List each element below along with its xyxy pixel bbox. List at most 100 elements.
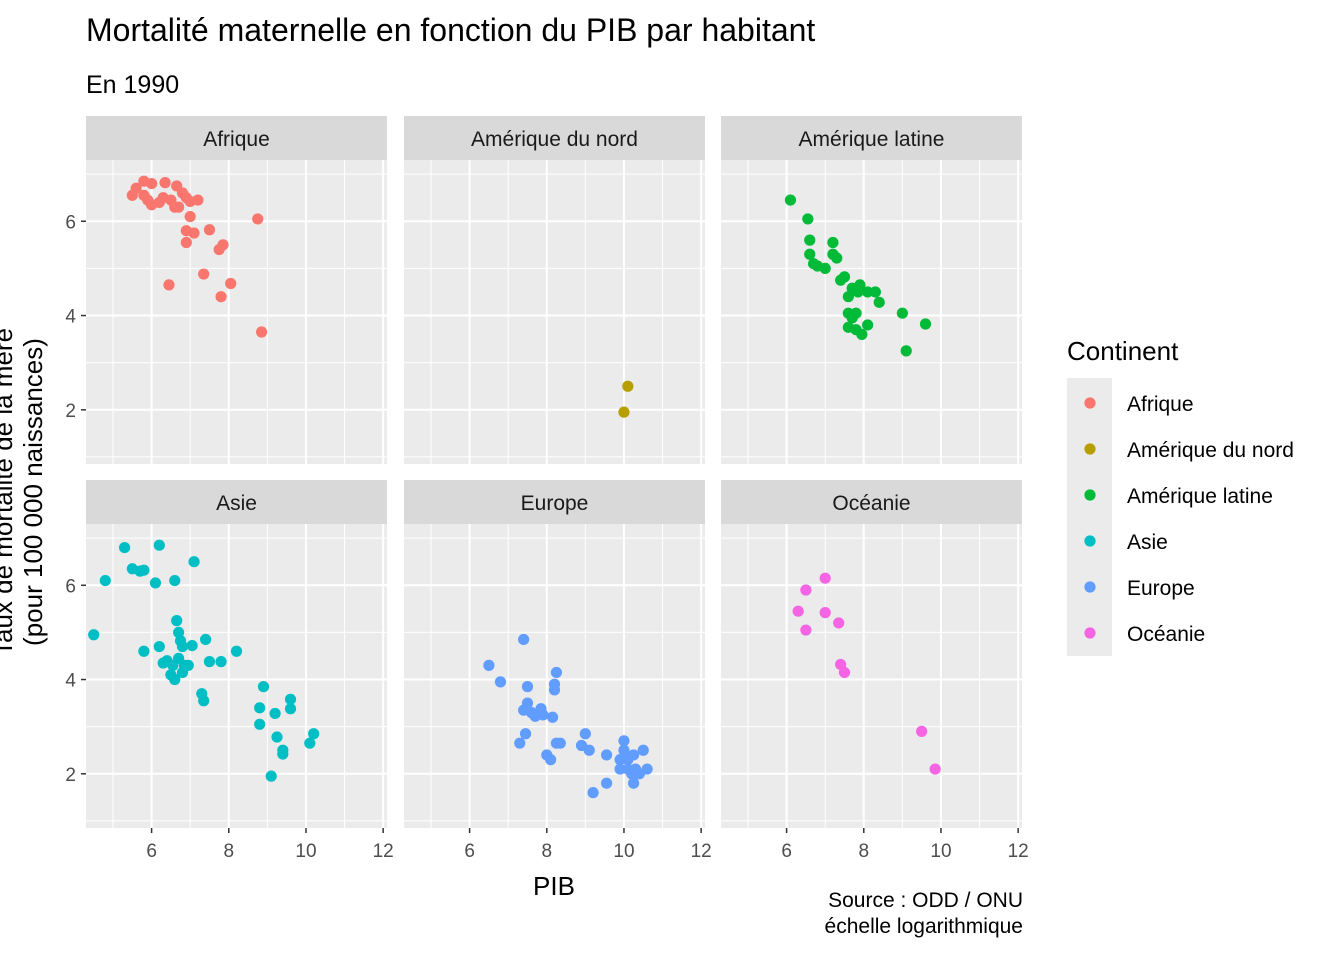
data-point bbox=[862, 319, 874, 331]
legend: Continent Afrique Amérique du nord Amériqu… bbox=[1067, 336, 1294, 656]
data-point bbox=[176, 640, 189, 653]
x-tick-label: 8 bbox=[858, 841, 869, 862]
data-point bbox=[169, 673, 181, 686]
legend-item: Océanie bbox=[1084, 623, 1205, 646]
data-point bbox=[850, 307, 862, 319]
data-point bbox=[838, 271, 851, 283]
data-point bbox=[873, 296, 885, 308]
data-point bbox=[833, 617, 845, 629]
data-point bbox=[521, 681, 534, 693]
chart-subtitle: En 1990 bbox=[86, 71, 179, 99]
data-point bbox=[252, 213, 264, 225]
data-point bbox=[800, 624, 812, 636]
data-point bbox=[88, 629, 100, 641]
data-point bbox=[265, 770, 277, 782]
panel-background bbox=[721, 524, 1022, 828]
data-point bbox=[800, 584, 812, 596]
data-point bbox=[230, 645, 243, 657]
facet-strip bbox=[721, 116, 1022, 160]
facet-strip-label: Océanie bbox=[832, 492, 910, 515]
x-axis-title: PIB bbox=[533, 871, 575, 901]
data-point bbox=[171, 615, 183, 627]
data-point bbox=[519, 728, 532, 740]
data-point bbox=[159, 177, 171, 189]
data-point bbox=[217, 239, 229, 251]
data-point bbox=[869, 286, 881, 298]
data-point bbox=[180, 236, 192, 249]
data-point bbox=[628, 749, 640, 761]
data-point bbox=[188, 556, 200, 568]
data-point bbox=[637, 744, 649, 756]
data-point bbox=[198, 695, 210, 707]
data-point bbox=[641, 763, 653, 775]
panel-background bbox=[86, 160, 387, 464]
legend-key bbox=[1084, 535, 1096, 547]
legend-item: Afrique bbox=[1084, 393, 1194, 416]
y-tick-label: 2 bbox=[65, 401, 76, 422]
data-point bbox=[579, 728, 591, 740]
x-tick-label: 6 bbox=[464, 841, 475, 862]
data-point bbox=[494, 676, 507, 688]
legend-title: Continent bbox=[1067, 336, 1179, 366]
chart-title: Mortalité maternelle en fonction du PIB … bbox=[86, 12, 815, 48]
legend-key bbox=[1084, 489, 1096, 501]
data-point bbox=[628, 777, 640, 789]
data-point bbox=[831, 252, 843, 264]
data-point bbox=[618, 406, 630, 418]
facet-strip-label: Amérique latine bbox=[799, 128, 945, 151]
data-point bbox=[802, 213, 814, 225]
legend-item: Europe bbox=[1084, 577, 1195, 600]
data-point bbox=[277, 748, 289, 760]
x-tick-label: 10 bbox=[930, 841, 951, 862]
data-point bbox=[203, 656, 216, 668]
data-point bbox=[163, 279, 175, 291]
data-point bbox=[254, 718, 266, 730]
y-tick-label: 2 bbox=[65, 765, 76, 786]
legend-label: Afrique bbox=[1127, 393, 1194, 416]
data-point bbox=[827, 236, 839, 249]
legend-key bbox=[1084, 627, 1096, 639]
data-point bbox=[255, 326, 268, 338]
x-tick-label: 12 bbox=[373, 841, 394, 862]
data-point bbox=[254, 702, 266, 714]
data-point bbox=[550, 666, 563, 679]
data-point bbox=[99, 574, 111, 587]
x-tick-label: 6 bbox=[146, 841, 157, 862]
y-tick-label: 6 bbox=[65, 576, 76, 597]
y-tick-label: 4 bbox=[65, 671, 76, 692]
facet-europe: Europe 6 8 10 12 bbox=[404, 480, 712, 862]
data-point bbox=[138, 645, 150, 657]
data-point bbox=[896, 307, 908, 319]
data-point bbox=[919, 318, 932, 330]
data-point bbox=[554, 737, 566, 749]
data-point bbox=[308, 728, 320, 740]
data-point bbox=[804, 234, 816, 246]
data-point bbox=[215, 291, 227, 303]
y-axis-title-line1: Taux de mortalité de la mère bbox=[0, 328, 18, 656]
data-point bbox=[600, 777, 613, 789]
facet-strip bbox=[404, 480, 705, 524]
data-point bbox=[169, 574, 181, 587]
data-point bbox=[587, 787, 599, 799]
data-point bbox=[862, 286, 874, 298]
facet-strip bbox=[86, 116, 387, 160]
data-point bbox=[618, 744, 630, 756]
data-point bbox=[545, 754, 557, 766]
data-point bbox=[537, 709, 549, 721]
data-point bbox=[622, 380, 634, 392]
x-tick-label: 12 bbox=[1008, 841, 1029, 862]
data-point bbox=[852, 286, 864, 298]
data-point bbox=[548, 684, 561, 696]
data-point bbox=[583, 744, 595, 756]
y-tick-label: 4 bbox=[65, 307, 76, 328]
data-point bbox=[149, 577, 162, 589]
data-point bbox=[618, 735, 630, 747]
data-point bbox=[483, 659, 495, 671]
data-point bbox=[546, 711, 559, 723]
data-point bbox=[792, 605, 804, 617]
x-tick-label: 10 bbox=[613, 841, 634, 862]
data-point bbox=[518, 633, 530, 646]
y-tick-label: 6 bbox=[65, 212, 76, 233]
facet-asie: Asie 2 4 6 6 8 10 12 bbox=[65, 480, 394, 862]
